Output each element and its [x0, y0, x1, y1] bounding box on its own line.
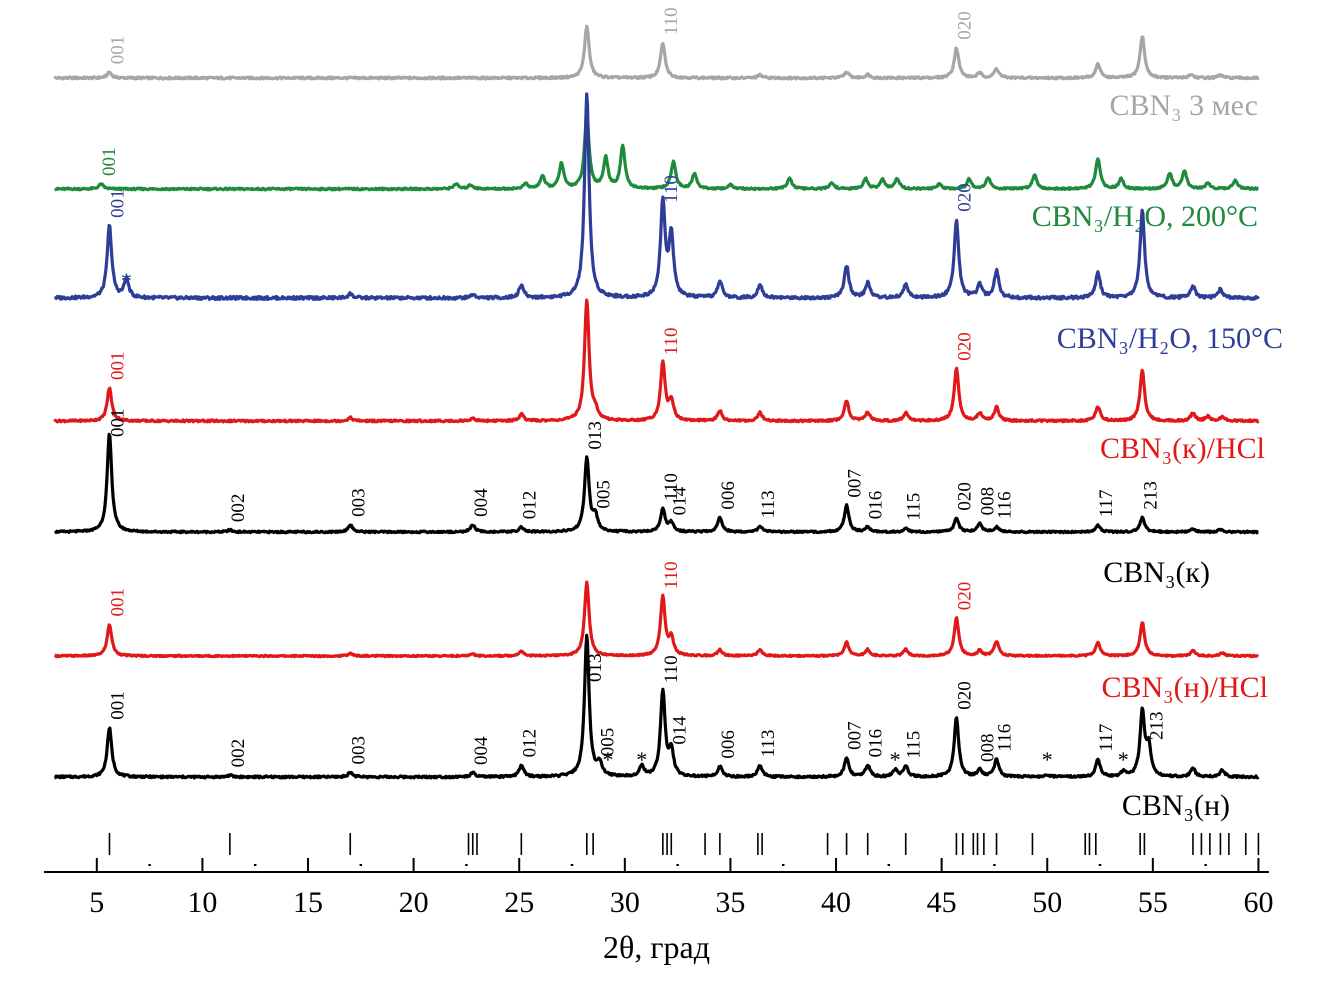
peak-label: 004	[471, 736, 492, 765]
peak-label: 004	[471, 488, 492, 517]
trace-k-hcl: CBN₃(к)/HCl 001 110 020	[53, 298, 1265, 465]
series-label: CBN₃(н)	[1122, 789, 1230, 822]
peak-label: 117	[1096, 724, 1117, 752]
peak-label: 001	[108, 588, 129, 617]
series-line	[53, 432, 1260, 535]
peak-label: 002	[228, 739, 249, 768]
peak-label: 020	[954, 582, 975, 611]
peak-label: 006	[718, 730, 739, 759]
x-tick-label: 25	[504, 886, 534, 919]
x-tick-label: 40	[821, 886, 851, 919]
x-axis: 5 10 15 20 25 30 35 40 45 50 55 60 2θ, град	[44, 858, 1273, 965]
peak-label: 002	[228, 494, 249, 522]
x-axis-title: 2θ, град	[603, 929, 710, 965]
series-line	[53, 580, 1260, 659]
peak-label: 001	[108, 352, 129, 381]
series-label: CBN₃(к)	[1103, 556, 1210, 589]
peak-label: 016	[866, 729, 887, 758]
impurity-star: *	[1118, 747, 1129, 772]
peak-label: 020	[954, 332, 975, 361]
peak-label: 008	[978, 733, 999, 762]
peak-label: 110	[661, 175, 682, 203]
peak-label: 001	[108, 409, 129, 438]
impurity-star: *	[636, 747, 647, 772]
trace-h2o-150c: CBN₃/H₂O, 150°C 001 110 020 *	[53, 92, 1283, 355]
peak-label: 001	[108, 36, 129, 65]
series-label: CBN₃/H₂O, 150°C	[1057, 322, 1283, 355]
trace-3-months: CBN₃ 3 мес 001 110 020	[53, 7, 1260, 122]
peak-label: 016	[866, 491, 887, 520]
peak-label: 113	[758, 730, 779, 758]
peak-label: 007	[845, 469, 866, 498]
series-label: CBN₃ 3 мес	[1109, 89, 1258, 122]
peak-label: 001	[107, 189, 128, 218]
x-tick-label: 30	[610, 886, 640, 919]
peak-label: 014	[669, 716, 690, 745]
peak-label: 005	[593, 480, 614, 509]
peak-label: 020	[954, 681, 975, 710]
series-line	[53, 92, 1260, 301]
peak-label: 003	[348, 736, 369, 765]
impurity-star: *	[602, 747, 613, 772]
impurity-star: *	[890, 747, 901, 772]
x-tick-label: 55	[1138, 886, 1168, 919]
peak-label: 003	[348, 488, 369, 517]
peak-label: 117	[1096, 489, 1117, 517]
peak-label: 213	[1140, 481, 1161, 510]
x-tick-label: 45	[927, 886, 957, 919]
peak-label: 001	[99, 147, 120, 176]
x-tick-label: 35	[715, 886, 745, 919]
peak-label: 110	[661, 561, 682, 589]
peak-label: 110	[661, 655, 682, 683]
peak-label: 006	[718, 481, 739, 510]
peak-label: 110	[661, 7, 682, 35]
trace-n: CBN₃(н) 001 002 003 004 012 013 005 110 014 006 113…	[53, 633, 1260, 822]
peak-label: 005	[598, 728, 619, 757]
peak-label: 007	[845, 721, 866, 750]
peak-label: 113	[758, 490, 779, 518]
series-label: CBN₃(к)/HCl	[1100, 432, 1265, 465]
reference-lines	[108, 833, 1260, 855]
trace-n-hcl: CBN₃(н)/HCl 001 110 020	[53, 561, 1268, 704]
series-line	[53, 113, 1260, 192]
peak-label: 001	[108, 691, 129, 720]
series-label: CBN₃(н)/HCl	[1101, 671, 1268, 704]
peak-label: 020	[954, 183, 975, 212]
peak-label: 116	[995, 491, 1016, 519]
peak-label: 014	[669, 486, 690, 515]
peak-label: 012	[519, 729, 540, 758]
series-line	[53, 24, 1260, 81]
impurity-star: *	[1042, 747, 1053, 772]
peak-label: 008	[978, 487, 999, 516]
peak-label: 213	[1147, 711, 1168, 740]
series-line	[53, 633, 1260, 780]
x-tick-label: 10	[187, 886, 217, 919]
peak-label: 110	[661, 473, 682, 501]
impurity-star: *	[121, 268, 132, 293]
x-tick-label: 60	[1243, 886, 1273, 919]
x-tick-label: 20	[399, 886, 429, 919]
x-tick-label: 5	[89, 886, 104, 919]
x-tick-label: 50	[1032, 886, 1062, 919]
peak-label: 116	[995, 724, 1016, 752]
peak-label: 115	[904, 493, 925, 521]
peak-label: 020	[954, 11, 975, 40]
peak-label: 013	[585, 653, 606, 682]
x-tick-label: 15	[293, 886, 323, 919]
series-line	[53, 298, 1260, 424]
peak-label: 110	[661, 327, 682, 355]
peak-label: 012	[519, 491, 540, 520]
peak-label: 020	[954, 482, 975, 511]
peak-label: 013	[585, 421, 606, 450]
peak-label: 115	[904, 731, 925, 759]
